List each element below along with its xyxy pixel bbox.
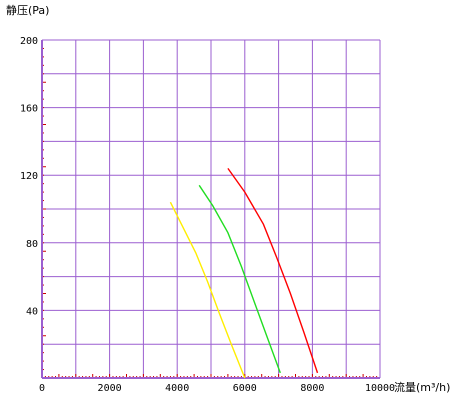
- grid-lines: [42, 39, 381, 378]
- tick-labels: 0 2000 4000 6000 8000 10000 40 80 120 160 200: [20, 36, 395, 394]
- y-tick-label: 120: [20, 171, 38, 182]
- minor-ticks: [42, 47, 378, 378]
- series-lines: [169, 167, 319, 379]
- x-tick-label: 6000: [233, 383, 257, 394]
- x-axis-title: 流量(m³/h): [394, 380, 450, 394]
- axes: [41, 40, 380, 379]
- x-tick-label: 4000: [165, 383, 189, 394]
- x-tick-label: 0: [39, 383, 45, 394]
- y-tick-label: 80: [26, 239, 38, 250]
- series-line-3: [227, 167, 319, 374]
- series-line-2: [198, 184, 281, 374]
- y-tick-label: 200: [20, 36, 38, 47]
- series-line-1: [169, 201, 246, 379]
- y-tick-label: 160: [20, 104, 38, 115]
- y-tick-label: 40: [26, 306, 38, 317]
- y-axis-title: 静压(Pa): [6, 3, 49, 17]
- x-tick-label: 2000: [98, 383, 122, 394]
- x-tick-label: 8000: [300, 383, 324, 394]
- x-tick-label: 10000: [365, 383, 395, 394]
